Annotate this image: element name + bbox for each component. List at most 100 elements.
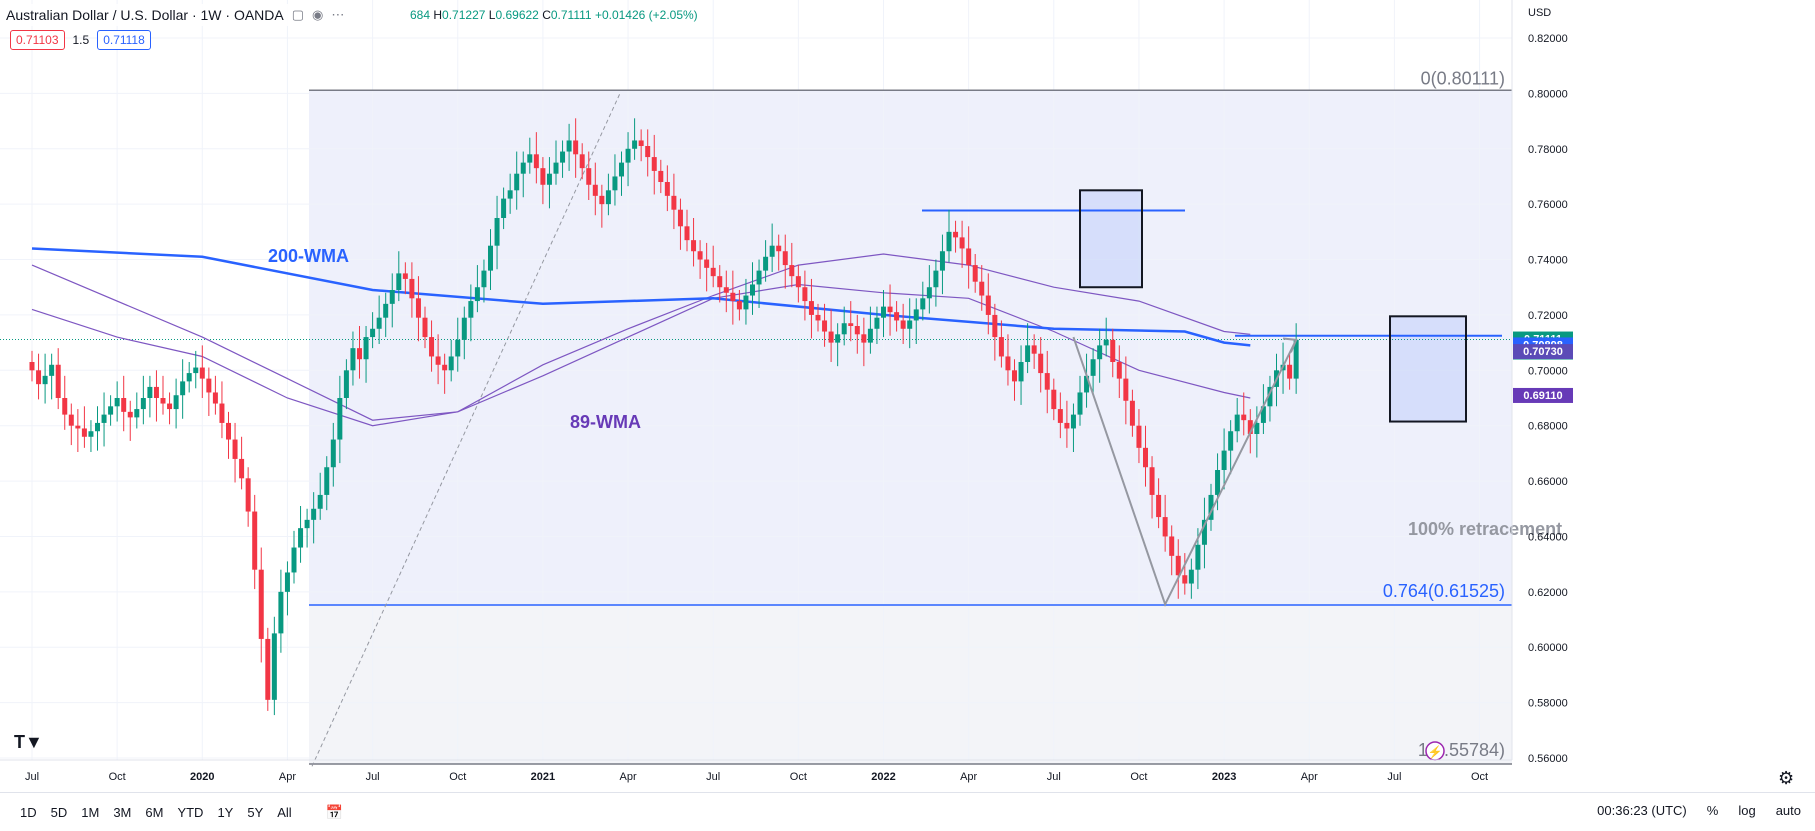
candle-body	[212, 392, 218, 404]
candle-body	[147, 386, 153, 398]
candle-body	[343, 370, 349, 398]
eye-icon[interactable]: ◉	[312, 7, 324, 22]
candle-body	[1287, 364, 1293, 379]
candle-body	[782, 251, 788, 266]
candle-body	[81, 428, 87, 437]
wma89-line	[31, 253, 1251, 421]
more-icon[interactable]: ⋯	[331, 7, 345, 22]
candle-body	[560, 151, 566, 163]
square-icon[interactable]: ▢	[291, 7, 305, 22]
currency-label: USD	[1528, 7, 1551, 19]
candle-body	[429, 337, 435, 357]
candle-body	[153, 386, 159, 398]
gear-icon[interactable]: ⚙	[1778, 768, 1795, 788]
timeframe-1m[interactable]: 1M	[81, 804, 100, 820]
candle-body	[985, 295, 991, 315]
candle-body	[972, 265, 978, 282]
candle-body	[252, 511, 258, 570]
y-tick-label: 0.80000	[1528, 88, 1568, 100]
candle-body	[854, 326, 860, 335]
calendar-icon[interactable]: 📅	[325, 803, 344, 820]
timeframe-5d[interactable]: 5D	[50, 804, 68, 820]
candle-body	[1070, 414, 1076, 429]
candle-body	[553, 162, 559, 174]
candle-body	[75, 425, 81, 429]
candle-body	[278, 591, 284, 634]
candle-body	[1018, 362, 1024, 382]
timeframe-5y[interactable]: 5Y	[247, 804, 264, 820]
x-tick-label: Oct	[1130, 771, 1147, 783]
log-toggle[interactable]: log	[1738, 803, 1756, 818]
candle-body	[167, 403, 173, 410]
y-tick-label: 0.82000	[1528, 33, 1568, 45]
percent-toggle[interactable]: %	[1706, 803, 1719, 818]
low-label: L	[488, 8, 496, 22]
candle-body	[127, 411, 133, 418]
x-tick-label: 2021	[531, 771, 555, 783]
candle-body	[1012, 370, 1017, 382]
price-tag-value: 0.69110	[1523, 390, 1562, 402]
candle-body	[1234, 414, 1240, 432]
candle-body	[1103, 339, 1109, 346]
price-tag	[1513, 387, 1573, 403]
candle-body	[29, 362, 35, 371]
candle-body	[861, 334, 867, 343]
timeframe-6m[interactable]: 6M	[145, 804, 164, 820]
candle-body	[383, 303, 389, 318]
candle-body	[448, 356, 454, 371]
timeframe-all[interactable]: All	[277, 804, 292, 820]
candle-body	[409, 278, 415, 299]
x-tick-label: 2023	[1212, 771, 1236, 783]
price-chart[interactable]: 200-WMA 89-WMA 100% retracement 0(0.80111) 0…	[0, 0, 1815, 792]
candle-body	[802, 287, 808, 302]
candle-body	[619, 162, 624, 177]
candle-body	[1221, 450, 1227, 470]
candle-body	[592, 184, 598, 196]
candle-body	[396, 273, 402, 290]
candle-body	[304, 519, 310, 529]
candle-body	[808, 301, 814, 315]
x-tick-label: Jul	[366, 771, 380, 783]
y-tick-label: 0.62000	[1528, 587, 1568, 599]
clock[interactable]: 00:36:23 (UTC)	[1597, 803, 1687, 818]
y-tick-label: 0.66000	[1528, 476, 1568, 488]
timeframe-1y[interactable]: 1Y	[217, 804, 234, 820]
y-tick-label: 0.58000	[1528, 698, 1568, 710]
candle-body	[822, 320, 828, 332]
candle-body	[337, 398, 343, 440]
candle-body	[1169, 536, 1175, 556]
x-tick-label: 2022	[871, 771, 895, 783]
price-tag	[1513, 344, 1573, 360]
candle-body	[1293, 339, 1299, 379]
timeframe-ytd[interactable]: YTD	[177, 804, 204, 820]
candle-body	[245, 478, 251, 512]
x-tick-label: Oct	[790, 771, 807, 783]
candle-body	[979, 281, 985, 296]
symbol-title[interactable]: Australian Dollar / U.S. Dollar · 1W · O…	[6, 7, 284, 23]
candle-body	[776, 245, 782, 252]
candle-body	[658, 170, 664, 182]
candle-body	[795, 276, 801, 288]
candle-body	[1143, 447, 1148, 468]
candle-body	[939, 251, 945, 271]
retracement-label: 100% retracement	[1408, 519, 1562, 539]
timeframe-3m[interactable]: 3M	[113, 804, 132, 820]
auto-toggle[interactable]: auto	[1775, 803, 1801, 818]
candle-body	[992, 314, 998, 338]
candle-body	[206, 378, 212, 393]
candle-body	[488, 245, 493, 271]
tradingview-logo-icon[interactable]: T▼	[14, 732, 43, 752]
candle-body	[625, 148, 631, 163]
y-tick-label: 0.76000	[1528, 199, 1568, 211]
candle-body	[1201, 519, 1207, 545]
candle-body	[645, 146, 651, 158]
candle-body	[540, 168, 546, 185]
sell-button[interactable]: 0.71103	[10, 30, 65, 50]
buy-button[interactable]: 0.71118	[97, 30, 151, 50]
candle-body	[579, 154, 585, 169]
candle-body	[612, 176, 618, 191]
candle-body	[527, 154, 533, 163]
x-tick-label: Apr	[1301, 771, 1318, 783]
candle-body	[501, 198, 507, 218]
timeframe-1d[interactable]: 1D	[20, 804, 37, 820]
